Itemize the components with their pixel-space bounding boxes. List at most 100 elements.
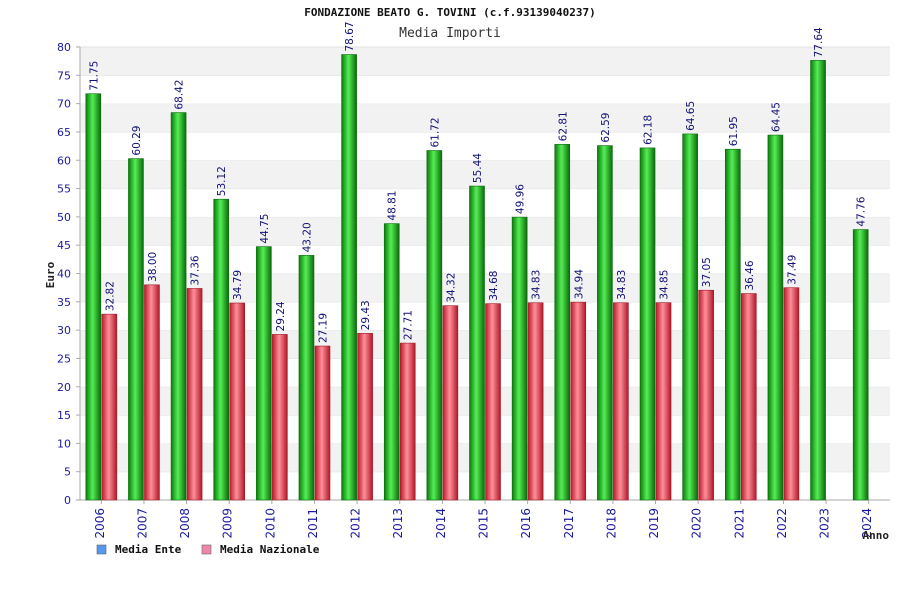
data-label: 62.59 <box>600 113 612 143</box>
x-tick-label: 2018 <box>604 508 618 539</box>
data-label: 32.82 <box>104 281 116 311</box>
bar-media-nazionale <box>527 302 544 501</box>
bar-media-ente <box>85 93 102 501</box>
bar-media-ente <box>256 246 272 501</box>
bars <box>85 54 869 501</box>
bar-media-nazionale <box>655 302 672 501</box>
data-label: 29.43 <box>360 300 372 330</box>
legend-label: Media Ente <box>115 543 182 556</box>
data-label: 37.36 <box>190 255 202 285</box>
grid-band <box>80 103 890 132</box>
data-label: 49.96 <box>515 184 527 214</box>
bar-media-nazionale <box>314 345 331 501</box>
x-axis-label: Anno <box>863 529 890 542</box>
x-tick-label: 2010 <box>263 508 277 539</box>
y-tick-label: 5 <box>64 466 71 479</box>
data-label: 61.72 <box>429 117 441 147</box>
x-tick-label: 2017 <box>562 508 576 539</box>
y-tick-label: 0 <box>64 494 71 507</box>
x-tick-label: 2012 <box>349 508 363 539</box>
data-label: 47.76 <box>856 196 868 226</box>
bar-media-nazionale <box>399 342 416 501</box>
legend-label: Media Nazionale <box>220 543 320 556</box>
data-label: 34.83 <box>616 270 628 300</box>
data-label: 34.68 <box>488 271 500 301</box>
data-label: 38.00 <box>147 252 159 282</box>
data-label: 48.81 <box>387 191 399 221</box>
chart-title: FONDAZIONE BEATO G. TOVINI (c.f.93139040… <box>304 6 595 19</box>
bar-media-nazionale <box>485 303 501 501</box>
data-label: 36.46 <box>744 260 756 290</box>
bar-media-nazionale <box>698 289 714 501</box>
data-label: 62.18 <box>643 115 655 145</box>
y-tick-label: 60 <box>57 154 71 167</box>
data-label: 77.64 <box>813 27 825 57</box>
x-tick-label: 2016 <box>519 508 533 539</box>
bar-media-nazionale <box>740 293 757 501</box>
y-tick-label: 30 <box>57 324 71 337</box>
data-label: 27.19 <box>317 313 329 343</box>
data-label: 53.12 <box>216 166 228 196</box>
chart-subtitle: Media Importi <box>399 26 501 41</box>
y-tick-label: 65 <box>57 126 71 139</box>
bar-media-ente <box>724 148 741 501</box>
grid-band <box>80 47 890 76</box>
tick-labels: 0 5 10 15 20 25 30 35 40 45 50 55 60 65 70 75 80 2006 2007… <box>57 41 874 539</box>
bar-media-nazionale <box>357 333 373 501</box>
x-tick-label: 2023 <box>818 508 832 539</box>
y-tick-label: 20 <box>57 381 71 394</box>
data-label: 34.79 <box>232 270 244 300</box>
y-tick-label: 70 <box>57 98 71 111</box>
x-tick-label: 2020 <box>690 508 704 539</box>
legend-item: Media Ente <box>96 543 182 556</box>
data-label: 61.95 <box>728 116 740 146</box>
bar-media-ente <box>469 185 485 501</box>
bar-media-nazionale <box>613 302 629 501</box>
bar-media-ente <box>810 60 826 501</box>
data-label: 71.75 <box>88 61 100 91</box>
data-label: 55.44 <box>472 153 484 183</box>
x-tick-label: 2014 <box>434 508 448 539</box>
data-label: 34.83 <box>531 270 543 300</box>
data-label: 78.67 <box>344 21 356 51</box>
data-label: 68.42 <box>174 80 186 110</box>
bar-media-ente <box>383 223 400 501</box>
bar-media-ente <box>767 134 784 501</box>
y-tick-label: 10 <box>57 437 71 450</box>
y-tick-label: 15 <box>57 409 71 422</box>
bar-media-nazionale <box>272 334 288 501</box>
grid-band <box>80 75 890 104</box>
y-tick-label: 80 <box>57 41 71 54</box>
bar-media-ente <box>682 133 698 501</box>
bar-media-ente <box>298 255 315 501</box>
bar-media-nazionale <box>442 305 459 501</box>
grid-band <box>80 131 890 161</box>
bar-media-ente <box>511 216 528 501</box>
data-label: 34.85 <box>659 270 671 300</box>
data-labels: 71.75 60.29 68.42 53.12 44.75 43.20 78.67 48.81… <box>88 21 867 343</box>
y-tick-label: 75 <box>57 69 71 82</box>
x-tick-label: 2024 <box>860 508 874 539</box>
bar-media-nazionale <box>144 284 160 501</box>
data-label: 37.05 <box>701 257 713 287</box>
bar-media-ente <box>213 198 230 501</box>
data-label: 34.94 <box>573 269 585 299</box>
y-tick-label: 55 <box>57 183 71 196</box>
bar-media-nazionale <box>570 301 587 501</box>
bar-media-nazionale <box>783 287 800 501</box>
x-tick-label: 2007 <box>135 508 149 539</box>
x-tick-label: 2006 <box>93 508 107 539</box>
x-tick-label: 2011 <box>306 508 320 539</box>
bar-media-ente <box>128 158 144 501</box>
y-tick-label: 25 <box>57 352 71 365</box>
data-label: 44.75 <box>259 214 271 244</box>
data-label: 64.65 <box>685 101 697 131</box>
x-tick-label: 2008 <box>178 508 192 539</box>
grid-band <box>80 160 890 189</box>
x-tick-label: 2021 <box>732 508 746 539</box>
bar-media-ente <box>426 150 443 501</box>
bar-media-ente <box>554 144 571 501</box>
data-label: 64.45 <box>770 102 782 132</box>
